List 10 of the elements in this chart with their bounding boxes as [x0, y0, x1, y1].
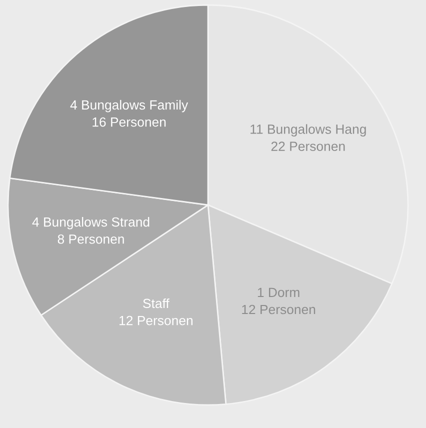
data-label: 16 Personen — [92, 117, 166, 127]
data-label: 8 Personen — [58, 234, 124, 244]
slice-label: 4 Bungalows Family — [70, 100, 188, 112]
slice-label: 1 Dorm — [258, 288, 300, 298]
slice-label: Staff — [143, 298, 170, 308]
data-label: 12 Personen — [242, 304, 316, 314]
data-label: 22 Personen — [271, 142, 345, 151]
slice-label: 11 Bungalows Hang — [250, 124, 366, 136]
slice-label: 4 Bungalows Strand — [32, 217, 150, 230]
data-label: 12 Personen — [120, 316, 192, 326]
